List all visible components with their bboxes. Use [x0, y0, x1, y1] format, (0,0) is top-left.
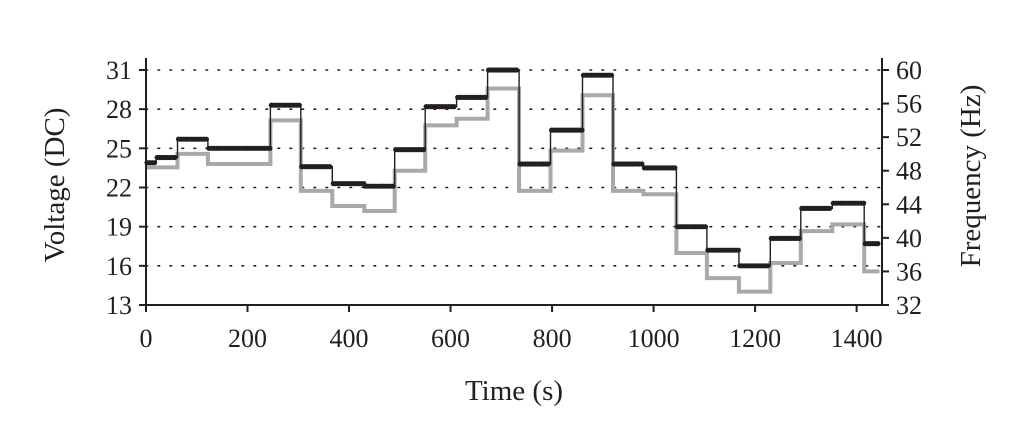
- voltage-point: [672, 165, 678, 171]
- voltage-point: [545, 161, 551, 167]
- y-tick-label: 28: [106, 95, 132, 124]
- x-tick-label: 0: [140, 324, 153, 353]
- x-tick-label: 1200: [729, 324, 781, 353]
- voltage-series: [144, 67, 881, 269]
- voltage-point: [639, 161, 645, 167]
- voltage-point: [390, 183, 396, 189]
- y-tick-label: 25: [106, 134, 132, 163]
- y-tick-label: 16: [106, 252, 132, 281]
- voltage-point: [296, 102, 302, 108]
- voltage-point: [203, 136, 209, 142]
- frequency-line: [146, 86, 880, 294]
- x-tick-label: 1000: [628, 324, 680, 353]
- x-tick-label: 800: [533, 324, 572, 353]
- y-tick-label: 19: [106, 213, 132, 242]
- x-axis-title: Time (s): [465, 375, 563, 407]
- voltage-point: [513, 67, 520, 73]
- axes: [139, 58, 889, 312]
- y-tick-label: 13: [106, 291, 132, 320]
- x-tick-label: 1400: [831, 324, 883, 353]
- voltage-point: [796, 235, 802, 241]
- frequency-series: [146, 86, 880, 294]
- voltage-point: [267, 145, 273, 151]
- voltage-point: [451, 104, 457, 110]
- y-axis-title: Voltage (DC): [39, 108, 71, 263]
- voltage-point: [172, 154, 178, 161]
- y2-tick-label: 56: [896, 90, 922, 119]
- voltage-point: [861, 200, 867, 206]
- x-tick-label: 200: [228, 324, 267, 353]
- y2-tick-label: 48: [896, 157, 922, 186]
- voltage-point: [608, 72, 615, 78]
- voltage-trace: [146, 69, 880, 267]
- voltage-point: [735, 247, 742, 253]
- voltage-point: [702, 224, 709, 230]
- voltage-point: [875, 241, 881, 247]
- y2-axis-title: Frequency (Hz): [955, 85, 987, 268]
- voltage-point: [765, 263, 771, 269]
- y-tick-label: 22: [106, 174, 132, 203]
- voltage-point: [579, 127, 585, 133]
- y2-tick-label: 60: [896, 56, 922, 85]
- voltage-point: [327, 164, 333, 170]
- y2-tick-label: 36: [896, 257, 922, 286]
- voltage-point: [483, 94, 489, 100]
- y-tick-label: 31: [106, 56, 132, 85]
- y2-tick-label: 40: [896, 224, 922, 253]
- y2-tick-label: 32: [896, 291, 922, 320]
- x-tick-label: 600: [431, 324, 470, 353]
- voltage-point: [152, 160, 158, 166]
- y2-tick-label: 44: [896, 190, 922, 219]
- y2-tick-label: 52: [896, 123, 922, 152]
- x-tick-label: 400: [330, 324, 369, 353]
- voltage-point: [827, 205, 833, 211]
- voltage-point: [421, 147, 427, 153]
